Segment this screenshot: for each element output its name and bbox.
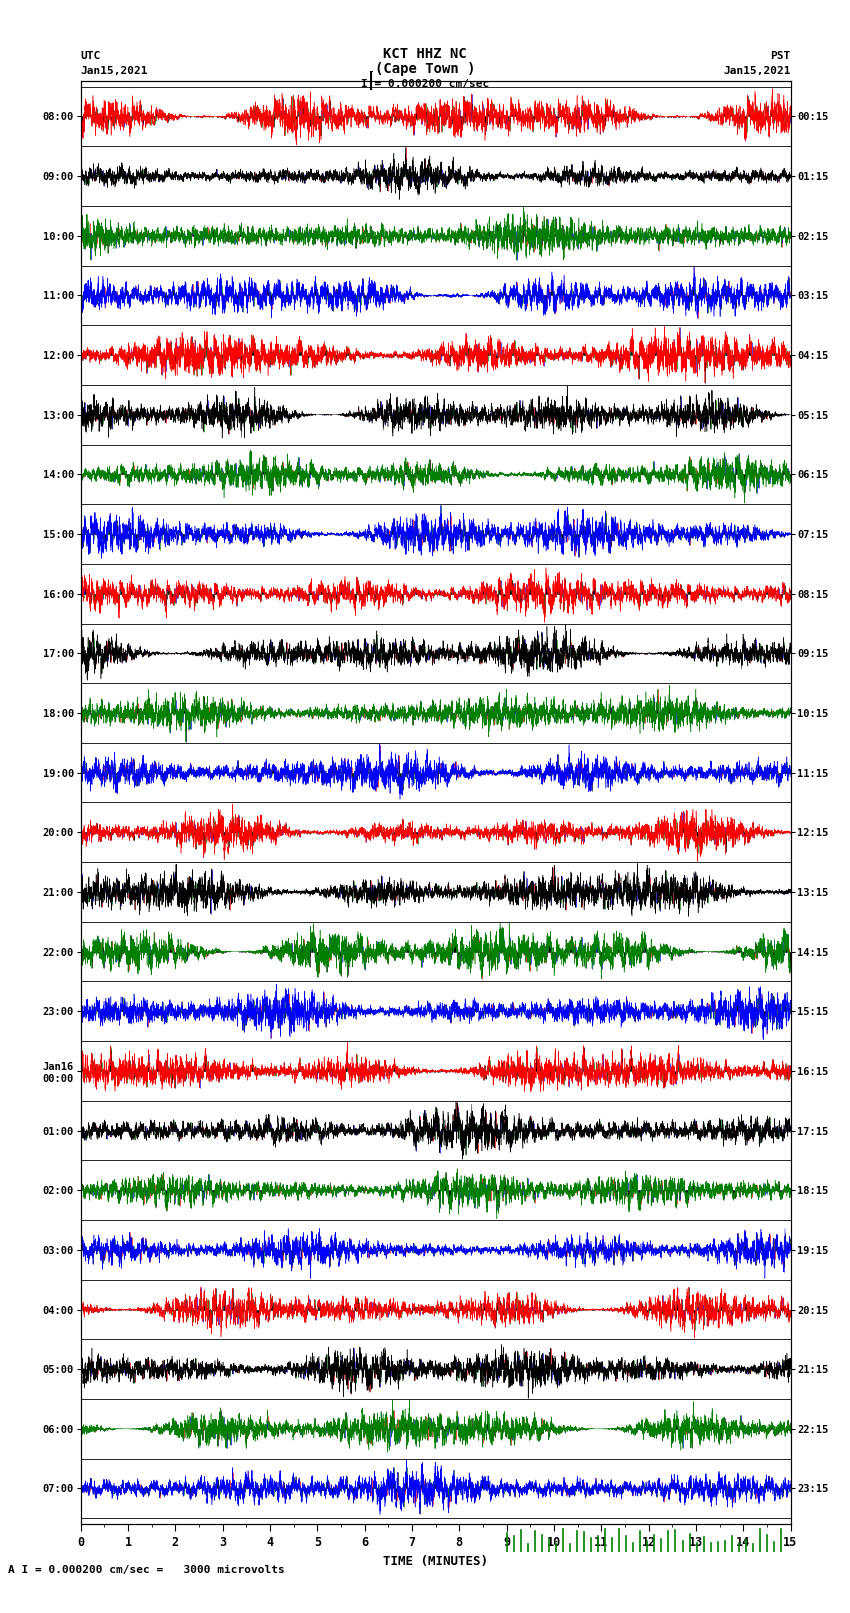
X-axis label: TIME (MINUTES): TIME (MINUTES) [383, 1555, 488, 1568]
Text: KCT HHZ NC: KCT HHZ NC [383, 47, 467, 61]
Text: I = 0.000200 cm/sec: I = 0.000200 cm/sec [361, 79, 489, 89]
Text: PST: PST [770, 52, 790, 61]
Text: Jan15,2021: Jan15,2021 [723, 66, 791, 76]
Text: UTC: UTC [81, 52, 101, 61]
Text: (Cape Town ): (Cape Town ) [375, 61, 475, 76]
Text: Jan15,2021: Jan15,2021 [81, 66, 148, 76]
Text: A I = 0.000200 cm/sec =   3000 microvolts: A I = 0.000200 cm/sec = 3000 microvolts [8, 1565, 286, 1574]
